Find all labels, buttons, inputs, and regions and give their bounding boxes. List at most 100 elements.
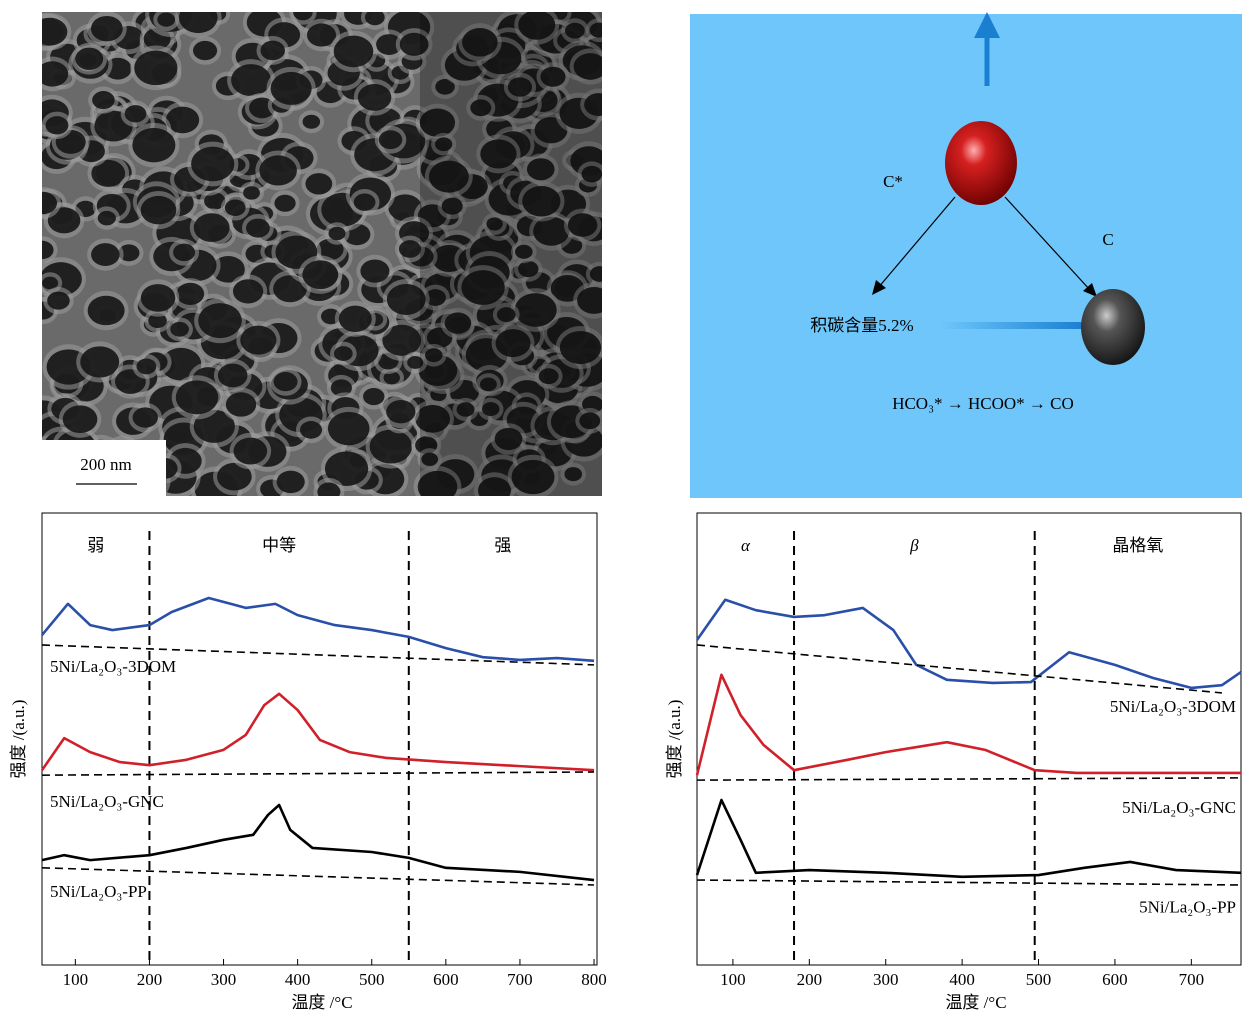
pore bbox=[31, 241, 54, 259]
curve-label: 5Ni/La₂O₃-3DOM bbox=[50, 657, 176, 676]
x-tick-label: 300 bbox=[873, 970, 899, 989]
curve-label: 5Ni/La₂O₃-PP bbox=[1139, 898, 1236, 917]
label-c: C bbox=[1102, 230, 1113, 249]
pore bbox=[191, 147, 234, 182]
pore bbox=[141, 284, 176, 312]
pore bbox=[136, 358, 156, 374]
pore bbox=[157, 13, 175, 27]
pore bbox=[386, 400, 415, 423]
diagram: C* C 积碳含量5.2% HCO₃* → HCOO* → CO bbox=[690, 12, 1242, 498]
curve-label: 5Ni/La₂O₃-GNC bbox=[1122, 798, 1236, 817]
pore bbox=[329, 227, 346, 241]
pore bbox=[259, 155, 297, 185]
x-tick-label: 500 bbox=[1026, 970, 1052, 989]
x-tick-label: 700 bbox=[1179, 970, 1205, 989]
pore bbox=[198, 303, 242, 338]
baseline bbox=[697, 645, 1222, 693]
x-tick-label: 400 bbox=[949, 970, 975, 989]
curve bbox=[697, 600, 1241, 688]
x-tick-label: 100 bbox=[63, 970, 89, 989]
pore bbox=[274, 372, 298, 391]
x-tick-label: 800 bbox=[581, 970, 607, 989]
pore bbox=[170, 322, 189, 337]
sem-shade bbox=[420, 12, 602, 496]
pore bbox=[379, 130, 403, 149]
pore bbox=[293, 5, 312, 21]
pore bbox=[370, 430, 412, 464]
region-label: 弱 bbox=[87, 536, 104, 555]
x-tick-label: 400 bbox=[285, 970, 311, 989]
pore bbox=[363, 388, 384, 405]
pore bbox=[75, 48, 103, 70]
diagram-bg bbox=[690, 14, 1242, 498]
x-tick-label: 600 bbox=[433, 970, 459, 989]
sem-image bbox=[19, 0, 617, 512]
pore bbox=[63, 405, 98, 433]
pore bbox=[80, 346, 119, 377]
pore bbox=[303, 115, 321, 129]
x-axis-label: 温度 /°C bbox=[291, 993, 352, 1012]
pore bbox=[260, 41, 284, 61]
carbon-text: 积碳含量5.2% bbox=[810, 316, 913, 335]
pore bbox=[173, 244, 195, 262]
pore bbox=[360, 260, 389, 283]
pore bbox=[47, 292, 70, 310]
pore bbox=[387, 284, 426, 315]
pore bbox=[98, 211, 116, 226]
curve bbox=[697, 675, 1241, 775]
pore bbox=[33, 18, 68, 46]
pore bbox=[240, 326, 276, 355]
curve-label: 5Ni/La₂O₃-3DOM bbox=[1110, 697, 1236, 716]
pore bbox=[92, 91, 115, 109]
y-axis-label: 强度 /(a.u.) bbox=[665, 700, 684, 779]
region-label: 晶格氧 bbox=[1112, 536, 1163, 555]
red-sphere bbox=[945, 121, 1017, 205]
pore bbox=[399, 240, 421, 258]
pore bbox=[29, 192, 57, 214]
pore bbox=[46, 116, 69, 134]
pore bbox=[300, 421, 322, 439]
pore bbox=[231, 64, 271, 96]
pore bbox=[246, 219, 270, 238]
pore bbox=[339, 306, 372, 332]
baseline bbox=[42, 772, 594, 775]
pore bbox=[88, 296, 125, 326]
label-c-star: C* bbox=[883, 172, 903, 191]
pore bbox=[194, 213, 230, 242]
region-label: 中等 bbox=[262, 536, 296, 555]
pore bbox=[277, 471, 305, 494]
x-tick-label: 600 bbox=[1102, 970, 1128, 989]
pore bbox=[354, 194, 376, 211]
pore bbox=[132, 128, 175, 162]
x-tick-label: 200 bbox=[797, 970, 823, 989]
curve bbox=[42, 598, 594, 661]
black-sphere bbox=[1081, 289, 1145, 365]
x-tick-label: 700 bbox=[507, 970, 533, 989]
pore bbox=[305, 173, 332, 194]
region-label: β bbox=[909, 536, 919, 555]
x-tick-label: 500 bbox=[359, 970, 385, 989]
x-axis-label: 温度 /°C bbox=[945, 993, 1006, 1012]
page: 200 nm C* C 积碳含量5.2% HCO₃* → HCOO* → CO … bbox=[0, 0, 1242, 1014]
carbon-bar bbox=[940, 322, 1085, 329]
pore bbox=[328, 412, 370, 445]
pore bbox=[365, 9, 385, 25]
pore bbox=[134, 51, 177, 86]
pore bbox=[37, 61, 69, 86]
pore bbox=[91, 16, 123, 41]
pore bbox=[179, 2, 218, 33]
curve-label: 5Ni/La₂O₃-GNC bbox=[50, 792, 164, 811]
x-tick-label: 200 bbox=[137, 970, 163, 989]
pore bbox=[234, 438, 268, 465]
y-axis-label: 强度 /(a.u.) bbox=[9, 700, 28, 779]
pore bbox=[176, 380, 219, 414]
pore bbox=[334, 36, 374, 68]
curve-label: 5Ni/La₂O₃-PP bbox=[50, 882, 147, 901]
region-label: α bbox=[741, 536, 751, 555]
pore bbox=[243, 186, 260, 199]
curve bbox=[42, 805, 594, 880]
pore bbox=[302, 260, 338, 289]
pore bbox=[271, 72, 312, 105]
pore bbox=[233, 279, 263, 303]
pore bbox=[91, 243, 120, 266]
